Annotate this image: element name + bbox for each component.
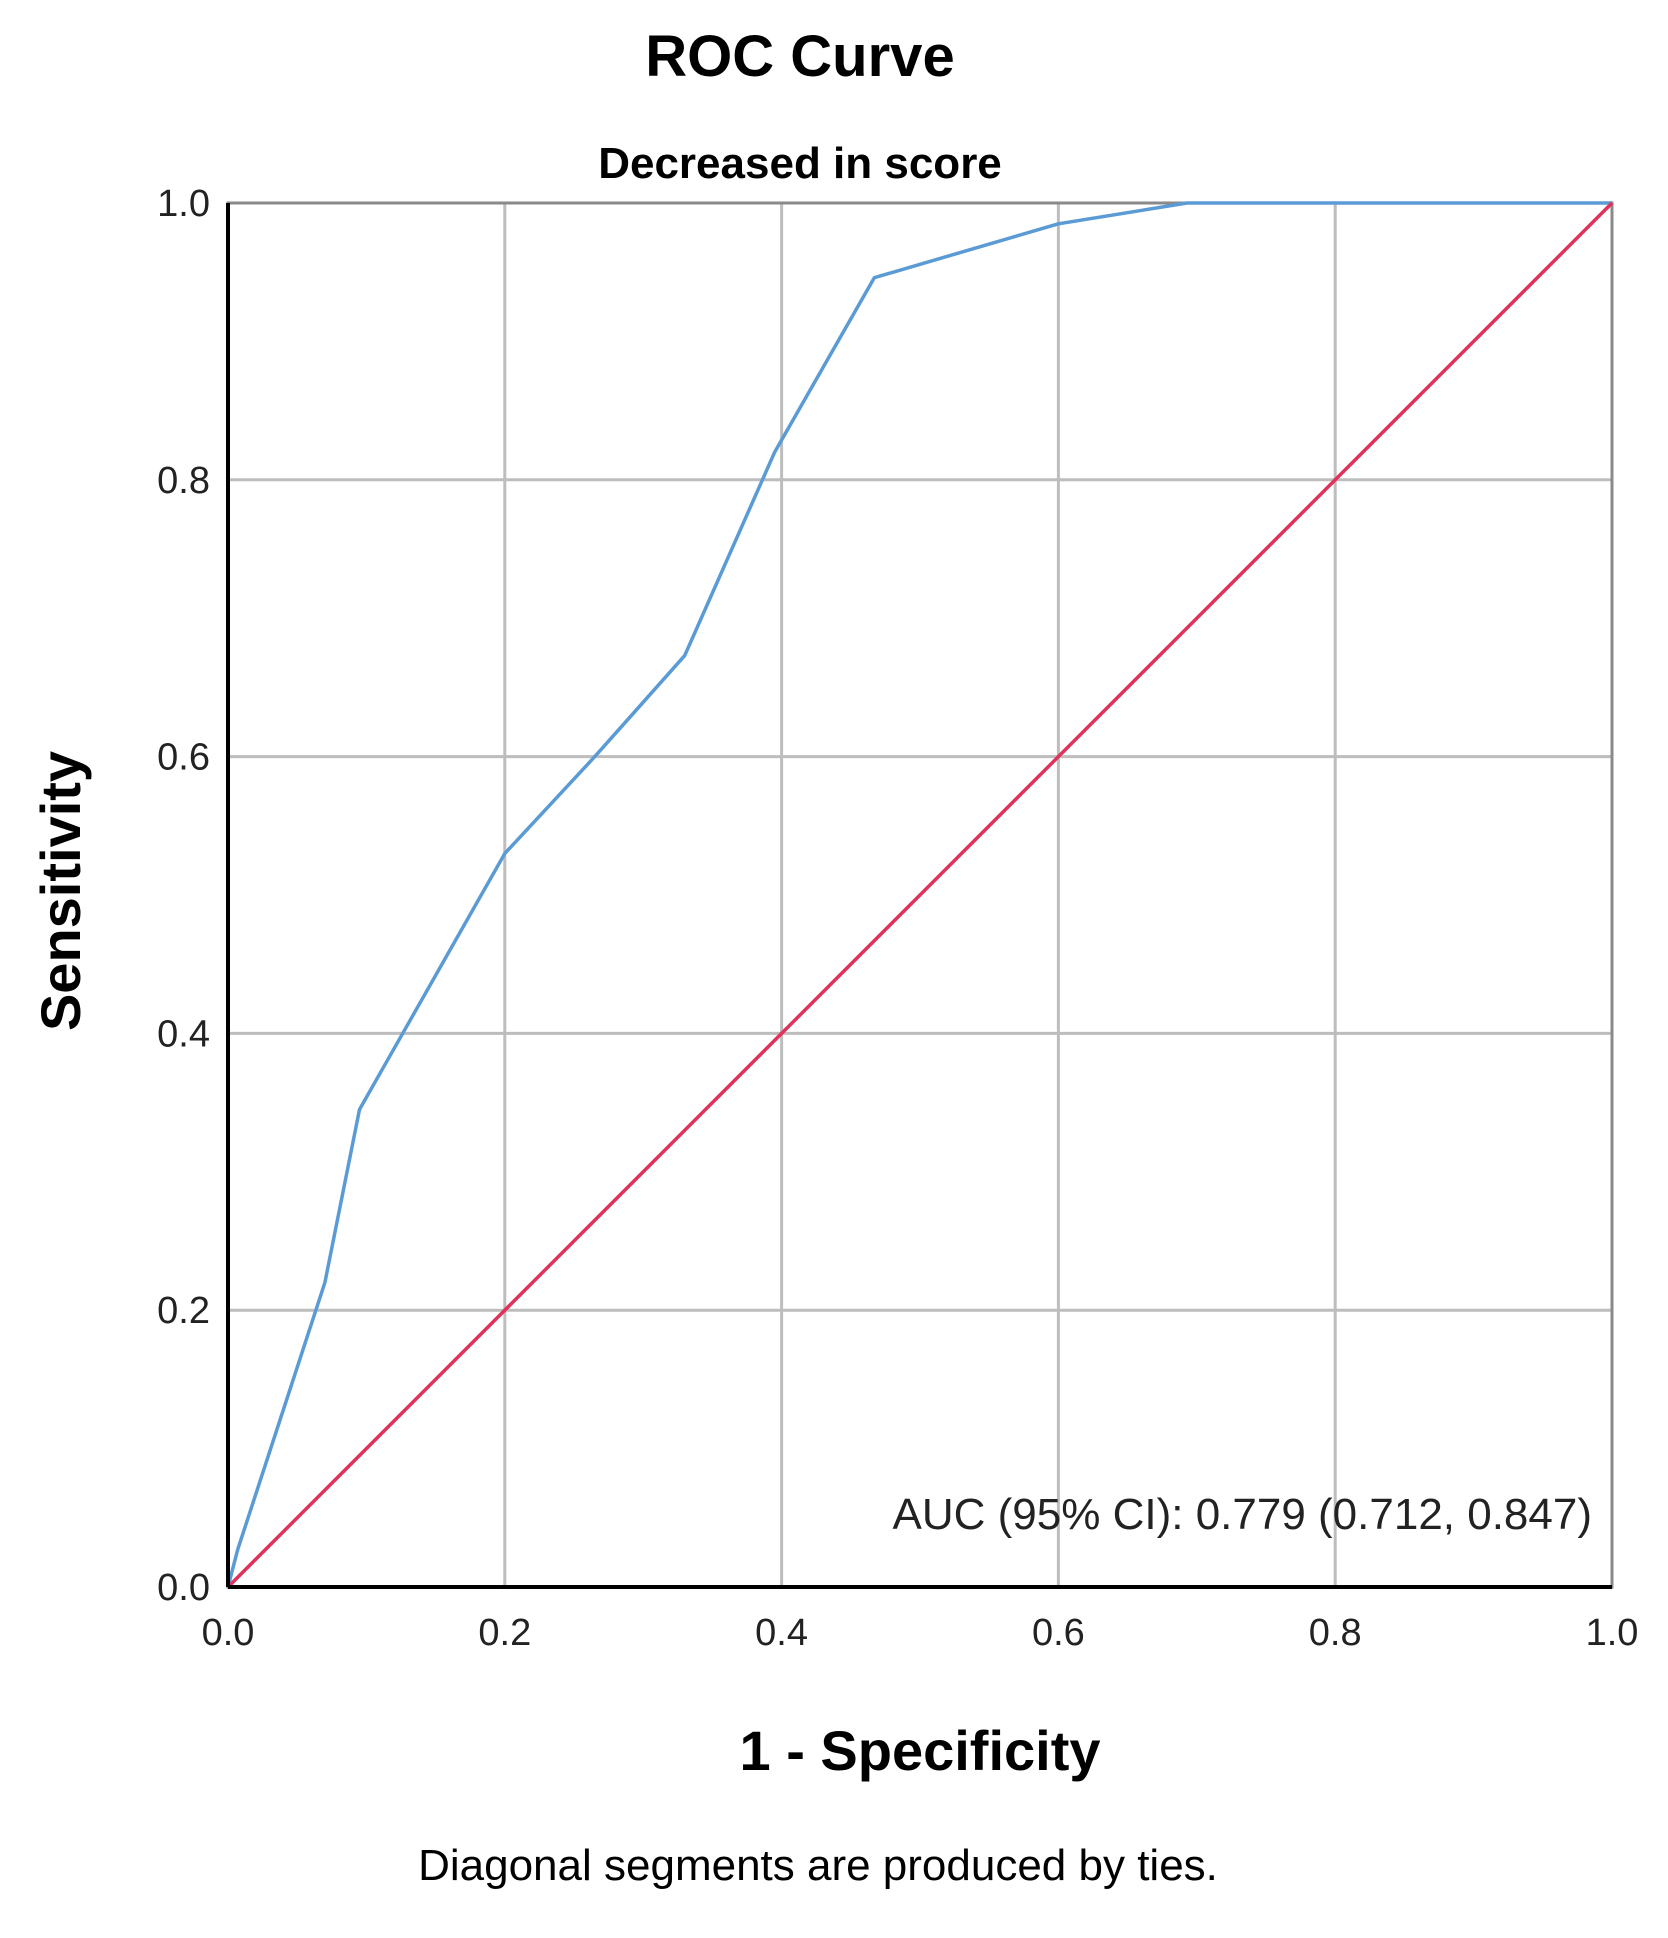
chart-footnote: Diagonal segments are produced by ties. [418,1841,1218,1890]
chart-title: ROC Curve [645,24,954,89]
x-tick-label: 1.0 [1586,1612,1639,1654]
roc-curve-line [226,201,1612,1588]
y-tick-label: 0.8 [157,460,210,502]
x-axis-label: 1 - Specificity [739,1719,1100,1782]
y-tick-label: 0.0 [157,1567,210,1609]
x-tick-label: 0.6 [1032,1612,1085,1654]
x-tick-label: 0.8 [1309,1612,1362,1654]
auc-annotation: AUC (95% CI): 0.779 (0.712, 0.847) [893,1490,1592,1539]
chart-subtitle: Decreased in score [598,139,1002,188]
x-tick-label: 0.4 [755,1612,808,1654]
plot-area: 0.0 0.2 0.4 0.6 0.8 1.0 0.0 0.2 0.4 0.6 0.8 1.0 AUC … [157,183,1638,1654]
y-tick-label: 1.0 [157,183,210,225]
y-tick-label: 0.2 [157,1290,210,1332]
x-tick-label: 0.0 [202,1612,255,1654]
reference-diagonal-line [226,201,1614,1589]
y-axis-label: Sensitivity [29,751,92,1031]
x-tick-label: 0.2 [478,1612,531,1654]
y-tick-label: 0.6 [157,737,210,779]
y-tick-label: 0.4 [157,1013,210,1055]
